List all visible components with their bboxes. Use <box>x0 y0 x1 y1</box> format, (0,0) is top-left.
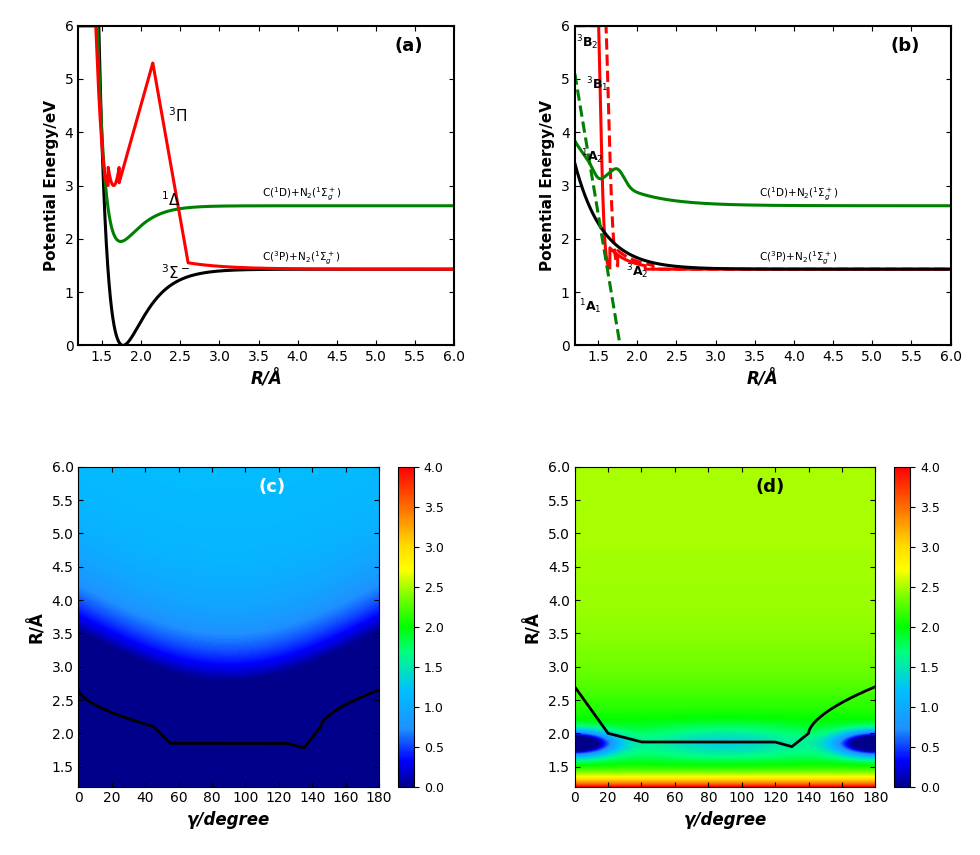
Text: C($^3$P)+N$_2$($^1\Sigma_g^+$): C($^3$P)+N$_2$($^1\Sigma_g^+$) <box>263 250 341 267</box>
Text: (c): (c) <box>259 479 286 497</box>
Text: (b): (b) <box>891 38 920 56</box>
Text: $^1$A$_1$: $^1$A$_1$ <box>579 297 602 315</box>
Text: $^3\Sigma^-$: $^3\Sigma^-$ <box>161 263 190 282</box>
Text: $^1$A$_2$: $^1$A$_2$ <box>581 148 604 167</box>
X-axis label: γ/degree: γ/degree <box>683 811 766 829</box>
Text: $^1\Delta$: $^1\Delta$ <box>161 190 180 209</box>
X-axis label: R/Å: R/Å <box>251 370 282 388</box>
Text: C($^1$D)+N$_2$($^1\Sigma_g^+$): C($^1$D)+N$_2$($^1\Sigma_g^+$) <box>263 186 342 203</box>
Text: C($^3$P)+N$_2$($^1\Sigma_g^+$): C($^3$P)+N$_2$($^1\Sigma_g^+$) <box>759 250 837 267</box>
Text: (d): (d) <box>756 479 784 497</box>
Text: $^3$A$_2$: $^3$A$_2$ <box>625 262 648 281</box>
Text: (a): (a) <box>394 38 422 56</box>
Text: C($^1$D)+N$_2$($^1\Sigma_g^+$): C($^1$D)+N$_2$($^1\Sigma_g^+$) <box>759 186 839 203</box>
Text: $^3$B$_1$: $^3$B$_1$ <box>586 76 609 94</box>
Y-axis label: Potential Energy/eV: Potential Energy/eV <box>44 100 59 271</box>
Y-axis label: R/Å: R/Å <box>523 610 542 643</box>
X-axis label: γ/degree: γ/degree <box>187 811 270 829</box>
Y-axis label: R/Å: R/Å <box>27 610 46 643</box>
Text: $^3\Pi$: $^3\Pi$ <box>169 106 188 125</box>
Y-axis label: Potential Energy/eV: Potential Energy/eV <box>540 100 556 271</box>
Text: $^3$B$_2$: $^3$B$_2$ <box>576 33 599 52</box>
X-axis label: R/Å: R/Å <box>747 370 778 388</box>
